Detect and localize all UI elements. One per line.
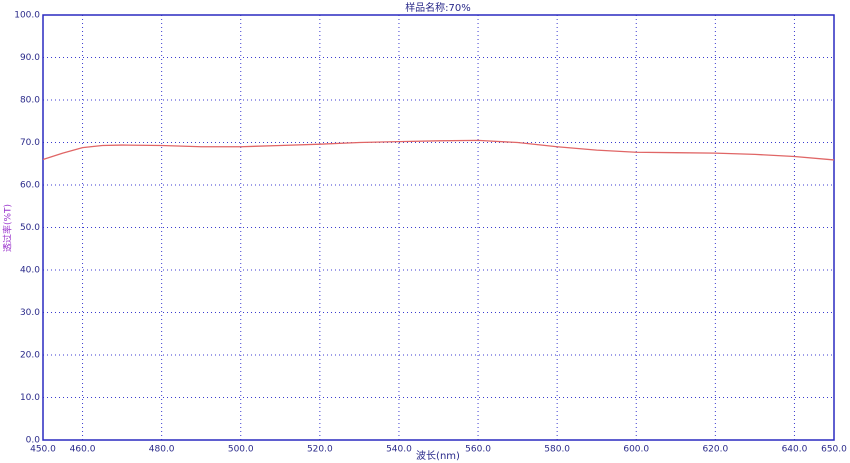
y-tick-label: 60.0 [20, 181, 40, 191]
y-tick-label: 90.0 [20, 53, 40, 63]
y-axis-label: 透过率(%T) [2, 204, 14, 252]
x-tick-label: 650.0 [821, 445, 847, 455]
y-tick-label: 0.0 [26, 436, 41, 446]
plot-frame [42, 14, 835, 441]
y-tick-label: 40.0 [20, 266, 40, 276]
x-tick-label: 540.0 [386, 445, 412, 455]
x-tick-label: 460.0 [70, 445, 96, 455]
x-tick-label: 600.0 [623, 445, 649, 455]
x-tick-label: 580.0 [544, 445, 570, 455]
x-tick-label: 520.0 [307, 445, 333, 455]
x-tick-label: 560.0 [465, 445, 491, 455]
y-tick-label: 10.0 [20, 393, 40, 403]
x-tick-label: 450.0 [30, 445, 56, 455]
y-tick-label: 30.0 [20, 308, 40, 318]
x-tick-label: 640.0 [782, 445, 808, 455]
x-tick-label: 620.0 [702, 445, 728, 455]
x-axis-label: 波长(nm) [416, 449, 460, 462]
x-tick-label: 500.0 [228, 445, 254, 455]
y-tick-label: 100.0 [14, 11, 40, 21]
y-tick-label: 70.0 [20, 138, 40, 148]
data-line [42, 139, 835, 161]
y-tick-label: 20.0 [20, 351, 40, 361]
y-tick-label: 50.0 [20, 223, 40, 233]
chart-title: 样品名称:70% [405, 1, 471, 14]
x-tick-label: 480.0 [149, 445, 175, 455]
y-tick-label: 80.0 [20, 96, 40, 106]
